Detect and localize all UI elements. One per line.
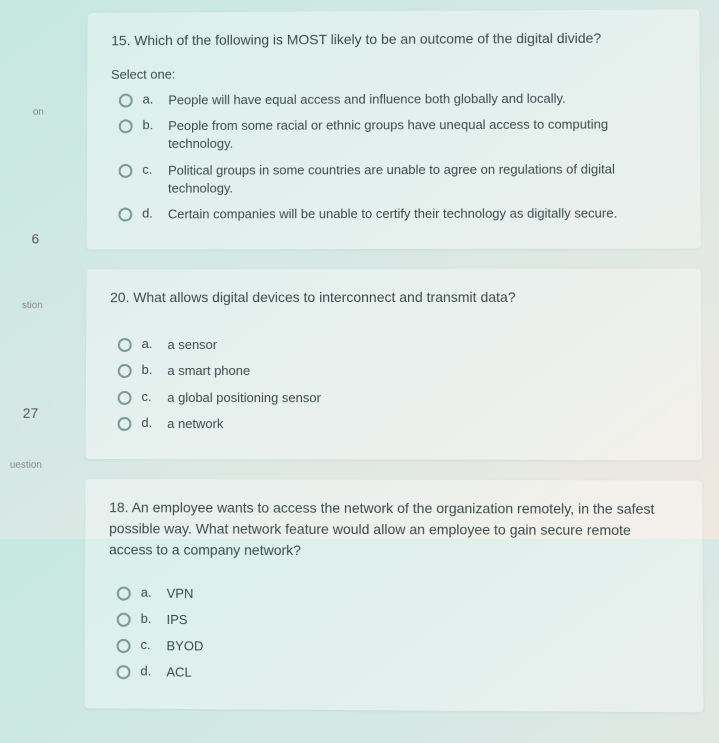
option-text: VPN [167,585,194,603]
radio-button[interactable] [117,417,131,431]
question-number: 20. [110,289,129,305]
option-row[interactable]: b. a smart phone [110,362,677,381]
option-row[interactable]: c. a global positioning sensor [110,388,678,407]
radio-button[interactable] [117,613,131,627]
question-text: 15. Which of the following is MOST likel… [111,27,675,51]
radio-button[interactable] [118,208,132,222]
sidebar-text: 6 [24,227,48,251]
radio-button[interactable] [119,120,133,134]
option-row[interactable]: d. a network [110,415,678,434]
question-text: 20. What allows digital devices to inter… [110,287,677,308]
option-letter: b. [141,611,157,626]
radio-button[interactable] [119,164,133,178]
question-block-15: 15. Which of the following is MOST likel… [87,9,701,249]
page-container: on 6 stion 27 uestion 15. Which of the f… [0,0,719,743]
select-prompt: Select one: [111,64,675,82]
option-letter: a. [143,92,159,107]
option-row[interactable]: d. Certain companies will be unable to c… [110,204,676,223]
question-text: 18. An employee wants to access the netw… [109,497,678,562]
option-letter: d. [141,415,157,430]
question-number: 15. [111,32,130,48]
radio-button[interactable] [117,586,131,600]
option-letter: a. [142,336,158,351]
radio-button[interactable] [116,666,130,680]
sidebar-label-1: on [3,102,47,120]
option-letter: d. [140,664,156,679]
sidebar-label-uestion: uestion [1,455,46,473]
option-text: Political groups in some countries are u… [168,160,676,198]
sidebar-number-27: 27 [2,405,47,423]
sidebar-number-6: 6 [3,231,48,249]
option-row[interactable]: b. People from some racial or ethnic gro… [111,115,676,153]
question-block-18: 18. An employee wants to access the netw… [84,479,703,712]
radio-button[interactable] [119,94,133,108]
option-letter: c. [141,388,157,403]
option-row[interactable]: c. BYOD [109,637,679,658]
question-body: Which of the following is MOST likely to… [134,30,601,48]
option-row[interactable]: a. People will have equal access and inf… [111,89,676,109]
option-row[interactable]: d. ACL [108,663,678,685]
option-text: BYOD [166,637,203,656]
radio-button[interactable] [118,390,132,404]
option-text: a network [167,415,223,433]
sidebar-text: stion [18,298,47,313]
option-text: a global positioning sensor [167,389,321,407]
option-row[interactable]: b. IPS [109,611,679,632]
option-row[interactable]: c. Political groups in some countries ar… [111,160,677,198]
sidebar-text: 27 [15,401,46,425]
question-block-20: 20. What allows digital devices to inter… [86,269,702,460]
option-letter: b. [142,117,158,132]
sidebar-text: on [29,105,48,120]
radio-button[interactable] [118,338,132,352]
question-number: 18. [109,499,128,515]
question-body: What allows digital devices to interconn… [133,289,515,305]
option-row[interactable]: a. a sensor [110,336,677,354]
sidebar-label-stion: stion [2,295,47,313]
option-text: IPS [167,611,188,629]
sidebar-text: uestion [6,458,46,473]
option-text: Certain companies will be unable to cert… [168,204,617,223]
option-row[interactable]: a. VPN [109,584,679,605]
option-text: ACL [166,664,191,683]
option-letter: c. [141,637,157,652]
radio-button[interactable] [117,639,131,653]
option-text: a sensor [167,336,217,354]
option-letter: a. [141,584,157,599]
radio-button[interactable] [118,364,132,378]
question-body: An employee wants to access the network … [109,499,655,558]
option-text: a smart phone [167,362,250,380]
spacer [110,324,677,336]
main-content: 15. Which of the following is MOST likel… [44,0,719,743]
option-letter: c. [142,161,158,176]
option-text: People will have equal access and influe… [168,90,565,110]
option-letter: d. [142,206,158,221]
option-text: People from some racial or ethnic groups… [168,115,676,153]
option-letter: b. [142,362,158,377]
